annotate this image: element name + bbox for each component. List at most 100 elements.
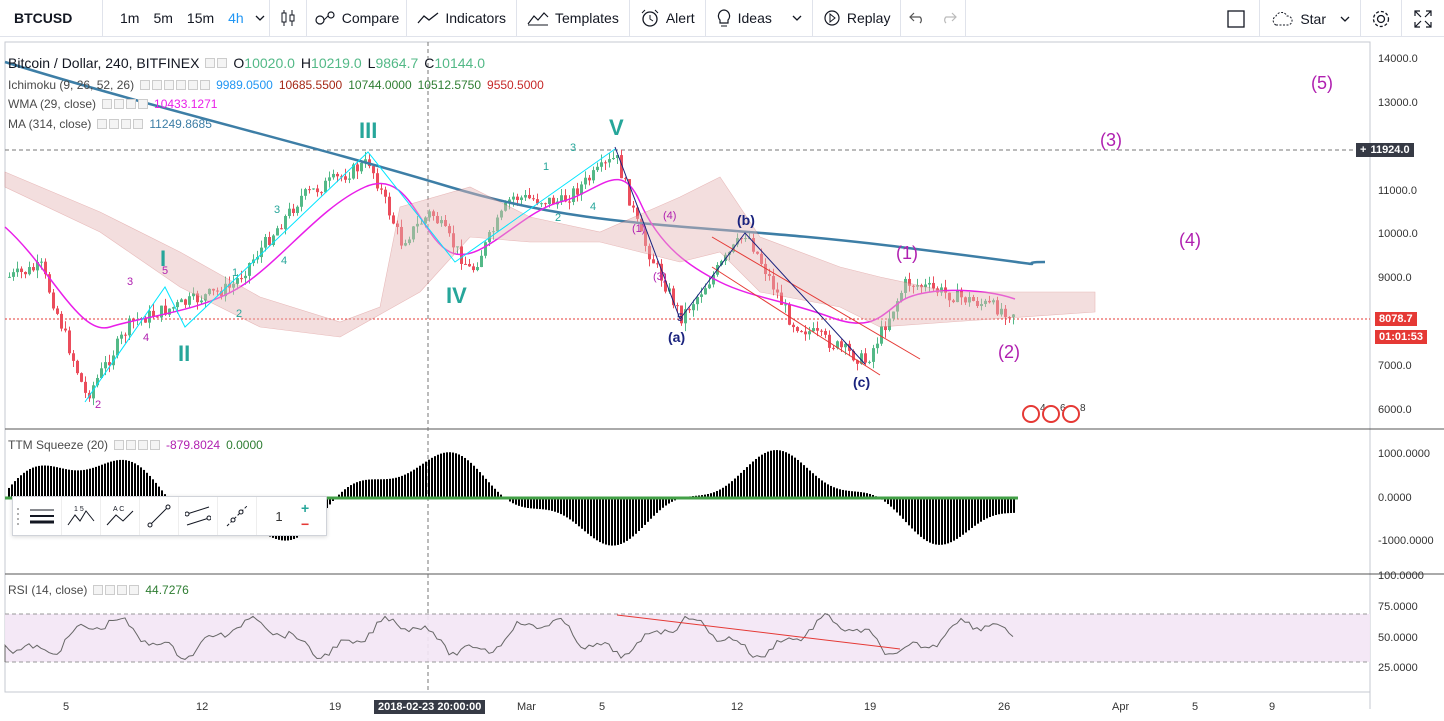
legend-controls[interactable] (97, 119, 144, 129)
ttm-bar (962, 498, 964, 535)
channel-icon[interactable] (179, 497, 218, 535)
ttm-bar (398, 476, 400, 498)
minus-button[interactable]: − (301, 516, 310, 532)
interval-1m[interactable]: 1m (120, 10, 140, 26)
wave-paren-5: (5) (1311, 73, 1333, 93)
ttm-bar (152, 479, 154, 498)
ttm-bar (458, 454, 460, 498)
separator (1259, 0, 1261, 37)
candle-body (232, 283, 235, 288)
event-flag-icon[interactable]: 6 (1042, 403, 1066, 423)
legend-controls[interactable] (102, 99, 149, 109)
candle-body (308, 189, 311, 191)
plus-button[interactable]: + (301, 500, 310, 516)
rsi-axis-label: 50.0000 (1378, 632, 1418, 644)
price-axis-label: 7000.0 (1378, 360, 1412, 372)
interval-5m[interactable]: 5m (153, 10, 173, 26)
redo-button[interactable] (933, 0, 965, 37)
events-markers[interactable]: 4 6 8 (1022, 403, 1086, 423)
ttm-bar (614, 498, 616, 546)
ttm-bar (431, 457, 433, 498)
ttm-bar (425, 461, 427, 498)
ttm-bar (596, 498, 598, 541)
candle-body (880, 326, 883, 344)
interval-dropdown[interactable] (251, 0, 269, 37)
ttm-bar (647, 498, 649, 522)
ttm-bar (749, 464, 751, 498)
candle-body (192, 293, 195, 297)
compare-button[interactable]: Compare (307, 0, 407, 37)
candle-body (164, 305, 167, 315)
legend-controls[interactable] (140, 80, 211, 90)
segment-icon[interactable] (218, 497, 257, 535)
candle-body (760, 253, 763, 264)
ttm-bar (1010, 498, 1012, 513)
separator (900, 0, 902, 37)
ttm-bar (53, 466, 55, 498)
alert-button[interactable]: Alert (630, 0, 705, 37)
star-button[interactable]: Star (1260, 0, 1360, 37)
symbol-search[interactable]: BTCUSD (0, 0, 103, 37)
ttm-bar (575, 498, 577, 524)
event-flag-icon[interactable]: 4 (1022, 403, 1046, 423)
candle-body (600, 162, 603, 167)
legend-controls[interactable] (114, 440, 161, 450)
ohlc-close: C10144.0 (424, 55, 485, 71)
fullscreen-button[interactable] (1402, 0, 1444, 37)
interval-4h[interactable]: 4h (228, 10, 244, 26)
ttm-bar (146, 472, 148, 498)
indicators-button[interactable]: Indicators (407, 0, 516, 37)
elliott-impulse-icon[interactable]: 1 5 (62, 497, 101, 535)
ideas-button[interactable]: Ideas (706, 0, 812, 37)
settings-button[interactable] (1361, 0, 1401, 37)
candle-body (928, 282, 931, 285)
ttm-bar (806, 467, 808, 498)
candle-body (208, 288, 211, 295)
chart-area[interactable]: Bitcoin / Dollar, 240, BITFINEX O10020.0… (0, 37, 1444, 721)
candle-body (216, 290, 219, 292)
ttm-bar (569, 498, 571, 520)
time-axis-label: 19 (864, 701, 877, 713)
templates-label: Templates (555, 10, 619, 26)
chart-canvas[interactable] (0, 37, 1444, 721)
legend-controls[interactable] (205, 58, 228, 68)
undo-button[interactable] (901, 0, 933, 37)
ttm-bar (545, 498, 547, 510)
candle-body (984, 300, 987, 305)
replay-button[interactable]: Replay (813, 0, 901, 37)
interval-15m[interactable]: 15m (186, 10, 215, 26)
candle-body (448, 226, 451, 234)
legend-controls[interactable] (93, 585, 140, 595)
candle-body (916, 285, 919, 287)
ttm-bar (995, 498, 997, 515)
chart-type-button[interactable] (270, 0, 306, 37)
drag-handle[interactable] (13, 497, 23, 535)
ttm-bar (629, 498, 631, 539)
fullscreen-layout-button[interactable] (1213, 0, 1259, 37)
candle-body (724, 254, 727, 262)
candle-body (996, 300, 999, 315)
ttm-bar (380, 479, 382, 498)
ttm-bar (77, 470, 79, 498)
line-style-icon[interactable] (23, 497, 62, 535)
ttm-bar (791, 455, 793, 498)
wave-IV: IV (446, 283, 467, 308)
ttm-bar (542, 498, 544, 510)
ttm-bar (413, 469, 415, 498)
channel-line (711, 236, 921, 360)
candle-body (744, 238, 747, 240)
trend-line-icon[interactable] (140, 497, 179, 535)
candle-body (432, 211, 435, 216)
ttm-bar (350, 485, 352, 498)
ttm-bar (869, 493, 871, 498)
candle-body (84, 381, 87, 393)
elliott-correction-icon[interactable]: A C (101, 497, 140, 535)
channel-line (711, 266, 881, 376)
ttm-bar (383, 479, 385, 498)
candle-body (120, 334, 123, 339)
price-axis-label: 14000.0 (1378, 53, 1418, 65)
candle-body (736, 238, 739, 245)
event-flag-icon[interactable]: 8 (1062, 403, 1086, 423)
templates-button[interactable]: Templates (517, 0, 629, 37)
ttm-bar (14, 481, 16, 498)
